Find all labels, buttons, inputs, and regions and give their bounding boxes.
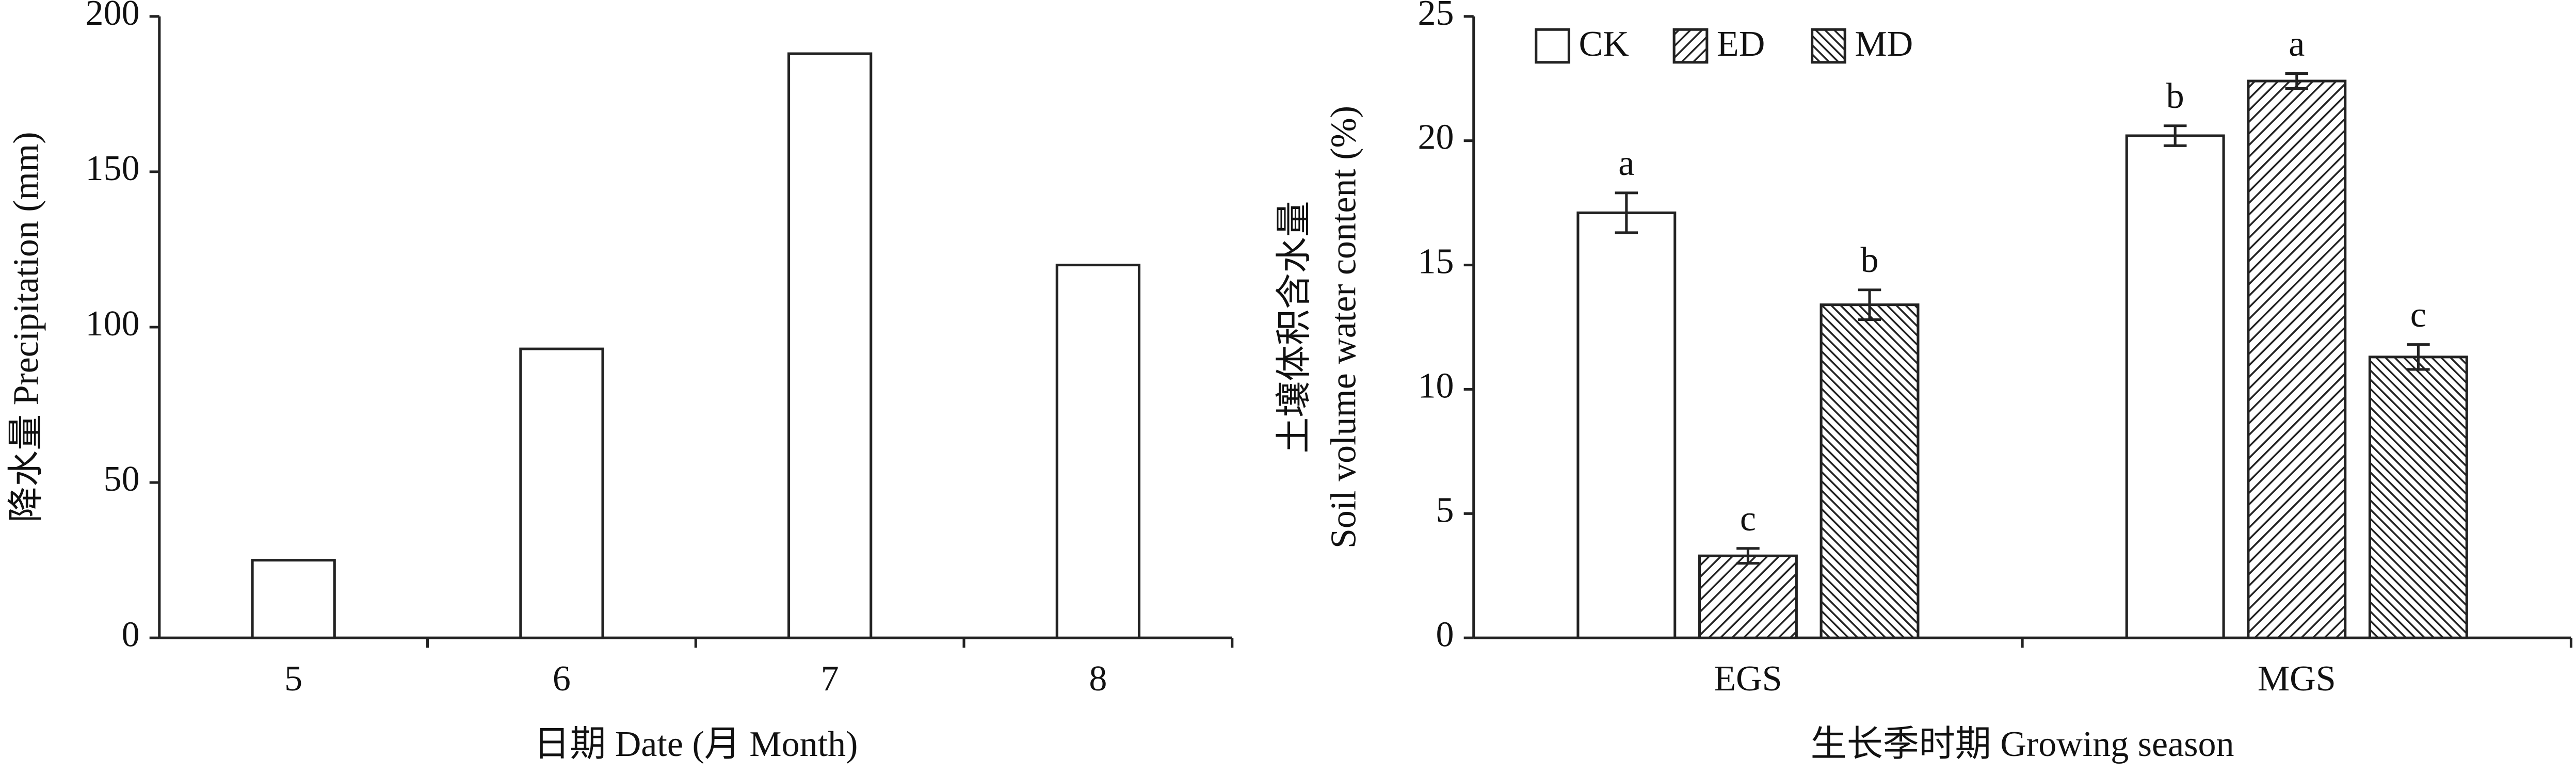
legend-swatch xyxy=(1811,28,1846,64)
x-tick-label: 6 xyxy=(553,659,571,699)
bar xyxy=(2247,79,2347,639)
x-tick-label: MGS xyxy=(2258,659,2336,699)
significance-label: c xyxy=(1740,499,1756,539)
error-bar xyxy=(1858,288,1881,321)
error-bar xyxy=(2407,343,2430,371)
x-tick-label: 8 xyxy=(1089,659,1107,699)
bar xyxy=(1820,303,1920,639)
y-tick-label: 0 xyxy=(1436,615,1454,654)
y-axis-label: Soil volume water content (%) xyxy=(1324,106,1364,549)
bar xyxy=(1698,554,1798,639)
bar xyxy=(1055,264,1141,639)
error-bar xyxy=(1615,191,1638,234)
x-tick-label: 5 xyxy=(284,659,302,699)
y-tick-label: 20 xyxy=(1418,118,1454,157)
y-tick-label: 15 xyxy=(1418,242,1454,282)
legend-swatch xyxy=(1672,28,1709,64)
y-tick-label: 5 xyxy=(1436,490,1454,530)
significance-label: b xyxy=(1861,240,1879,280)
y-tick-label: 100 xyxy=(86,304,140,344)
y-tick-label: 0 xyxy=(122,615,140,654)
legend-label: CK xyxy=(1579,24,1629,64)
significance-label: b xyxy=(2166,76,2184,116)
significance-label: a xyxy=(2289,24,2305,64)
significance-label: a xyxy=(1618,143,1634,183)
error-bar xyxy=(1736,547,1760,565)
bar xyxy=(2125,134,2225,639)
x-tick-label: 7 xyxy=(821,659,839,699)
x-axis-label: 生长季时期 Growing season xyxy=(1811,724,2234,764)
y-axis-label: 土壤体积含水量 xyxy=(1275,201,1314,453)
y-tick-label: 10 xyxy=(1418,366,1454,406)
legend-swatch xyxy=(1535,28,1570,64)
error-bar xyxy=(2163,124,2187,147)
bar xyxy=(1576,211,1677,639)
legend-label: ED xyxy=(1717,24,1765,64)
legend-label: MD xyxy=(1855,24,1913,64)
y-tick-label: 200 xyxy=(86,0,140,33)
bar xyxy=(787,52,873,639)
y-tick-label: 150 xyxy=(86,149,140,188)
significance-label: c xyxy=(2410,295,2426,335)
x-axis-label: 日期 Date (月 Month) xyxy=(534,724,858,764)
y-tick-label: 25 xyxy=(1418,0,1454,33)
y-tick-label: 50 xyxy=(104,459,140,499)
error-bar xyxy=(2285,72,2309,90)
bar xyxy=(2368,356,2468,639)
bar xyxy=(519,347,604,639)
x-tick-label: EGS xyxy=(1714,659,1782,699)
y-axis-label: 降水量 Precipitation (mm) xyxy=(6,132,46,522)
bar xyxy=(251,559,336,639)
